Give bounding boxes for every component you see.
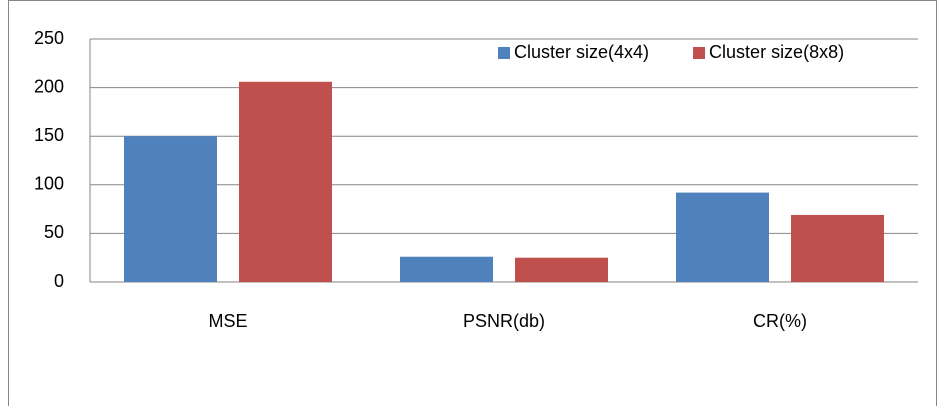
y-tick-label: 250: [34, 28, 64, 48]
x-tick-label: PSNR(db): [463, 311, 545, 331]
bar: [124, 136, 217, 282]
bar: [515, 257, 608, 282]
legend-swatch: [498, 47, 510, 59]
bar: [400, 256, 493, 282]
x-tick-label: CR(%): [753, 311, 807, 331]
y-tick-label: 50: [44, 222, 64, 242]
bar: [791, 214, 884, 282]
legend-label: Cluster size(8x8): [709, 42, 844, 62]
legend-label: Cluster size(4x4): [514, 42, 649, 62]
bar: [239, 81, 332, 282]
x-tick-label: MSE: [208, 311, 247, 331]
y-tick-label: 100: [34, 174, 64, 194]
y-tick-label: 150: [34, 125, 64, 145]
y-tick-label: 200: [34, 76, 64, 96]
legend-swatch: [693, 47, 706, 59]
y-tick-label: 0: [54, 271, 64, 291]
bar: [676, 192, 769, 282]
